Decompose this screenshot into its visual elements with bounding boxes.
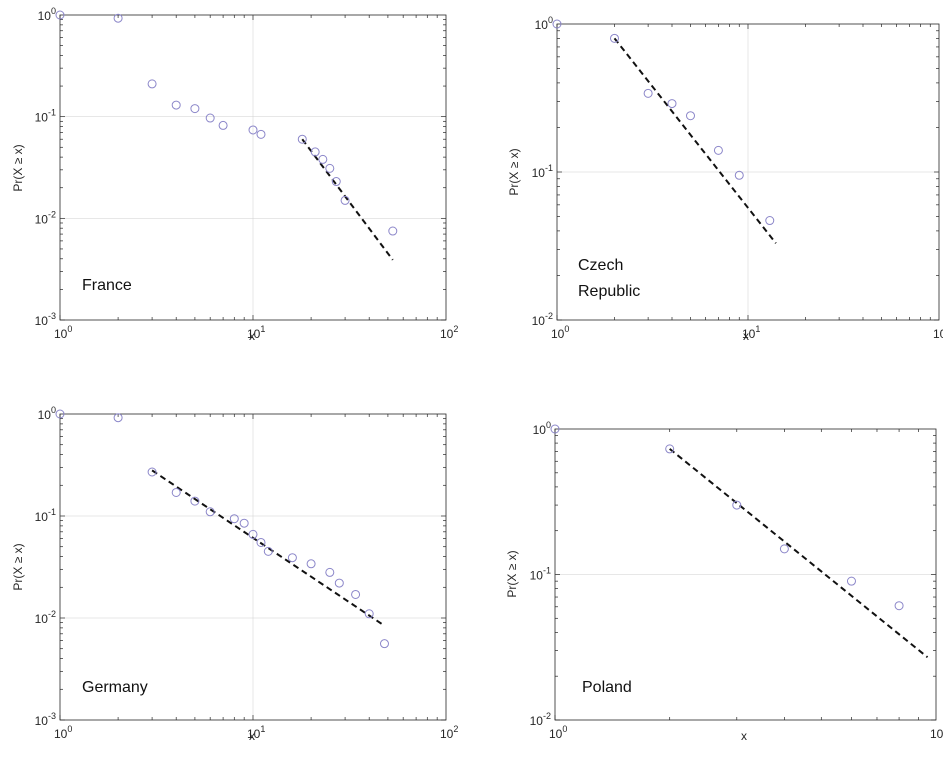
data-point xyxy=(734,170,744,180)
data-point xyxy=(263,546,273,556)
data-point xyxy=(218,120,228,130)
country-label: France xyxy=(82,277,132,294)
y-tick-label: 10-3 xyxy=(35,711,56,728)
data-point xyxy=(331,177,341,187)
data-point xyxy=(732,500,742,510)
data-point xyxy=(779,544,789,554)
panel-3: 100 101 102 10-3 10-2 10-1 100 x Pr(X ≥ x) German… xyxy=(11,405,458,743)
y-tick-label: 10-1 xyxy=(532,163,553,180)
y-tick-label: 100 xyxy=(38,405,56,422)
y-tick-label: 10-1 xyxy=(35,108,56,125)
data-point xyxy=(643,88,653,98)
data-point xyxy=(713,145,723,155)
data-point xyxy=(894,601,904,611)
x-axis-label: x xyxy=(249,729,255,743)
data-point xyxy=(665,444,675,454)
data-point xyxy=(364,609,374,619)
x-tick-label: 101 xyxy=(930,724,943,741)
data-point xyxy=(310,147,320,157)
data-point xyxy=(334,578,344,588)
data-point xyxy=(171,100,181,110)
data-point xyxy=(171,487,181,497)
fit-line xyxy=(301,138,394,261)
fit-line xyxy=(151,469,386,627)
data-point xyxy=(351,589,361,599)
x-tick-label: 100 xyxy=(54,324,72,341)
data-point xyxy=(325,163,335,173)
data-point xyxy=(248,529,258,539)
data-point xyxy=(113,13,123,23)
data-point xyxy=(256,129,266,139)
country-label: Poland xyxy=(582,679,632,696)
y-tick-label: 10-2 xyxy=(35,209,56,226)
y-tick-label: 100 xyxy=(38,6,56,23)
data-point xyxy=(256,537,266,547)
y-axis-label: Pr(X ≥ x) xyxy=(505,550,519,597)
x-tick-label: 101 xyxy=(247,724,265,741)
data-point xyxy=(190,496,200,506)
y-axis-label: Pr(X ≥ x) xyxy=(507,148,521,195)
x-tick-label: 102 xyxy=(440,724,458,741)
data-point xyxy=(379,639,389,649)
x-axis-label: x xyxy=(249,329,255,343)
y-tick-label: 100 xyxy=(535,15,553,32)
data-point xyxy=(229,514,239,524)
x-tick-label: 100 xyxy=(551,324,569,341)
x-tick-label: 102 xyxy=(933,324,943,341)
fit-line xyxy=(613,37,777,244)
data-point xyxy=(205,113,215,123)
panel-1: 100 101 102 10-3 10-2 10-1 100 x Pr(X ≥ x) France xyxy=(11,6,458,343)
data-point xyxy=(297,134,307,144)
panel-2: 100 101 102 10-2 10-1 100 x Pr(X ≥ x) CzechRepub… xyxy=(507,15,943,343)
data-point xyxy=(667,99,677,109)
y-tick-label: 100 xyxy=(533,420,551,437)
x-axis-label: x xyxy=(741,729,747,743)
data-point xyxy=(113,413,123,423)
data-point xyxy=(318,154,328,164)
country-label: Czech Republic xyxy=(578,257,640,300)
data-point xyxy=(248,125,258,135)
data-point xyxy=(239,518,249,528)
data-point xyxy=(205,507,215,517)
x-tick-label: 100 xyxy=(54,724,72,741)
x-tick-label: 100 xyxy=(549,724,567,741)
x-tick-label: 102 xyxy=(440,324,458,341)
data-point xyxy=(287,553,297,563)
data-point xyxy=(147,467,157,477)
data-point xyxy=(686,111,696,121)
data-point xyxy=(325,567,335,577)
y-tick-label: 10-1 xyxy=(35,507,56,524)
x-axis-label: x xyxy=(743,329,749,343)
y-tick-label: 10-3 xyxy=(35,311,56,328)
y-axis-label: Pr(X ≥ x) xyxy=(11,543,25,590)
x-tick-label: 101 xyxy=(742,324,760,341)
data-point xyxy=(550,424,560,434)
data-point xyxy=(340,195,350,205)
data-point xyxy=(55,409,65,419)
y-tick-label: 10-2 xyxy=(530,711,551,728)
fit-line xyxy=(669,448,929,659)
y-tick-label: 10-2 xyxy=(35,609,56,626)
country-label: Germany xyxy=(82,679,148,696)
data-point xyxy=(190,104,200,114)
y-axis-label: Pr(X ≥ x) xyxy=(11,144,25,191)
data-point xyxy=(306,559,316,569)
y-tick-label: 10-1 xyxy=(530,566,551,583)
data-point xyxy=(552,19,562,29)
data-point xyxy=(55,10,65,20)
panel-4: 100 101 10-2 10-1 100 x Pr(X ≥ x) Poland xyxy=(505,420,943,743)
data-point xyxy=(765,216,775,226)
data-point xyxy=(388,226,398,236)
data-point xyxy=(846,576,856,586)
x-tick-label: 101 xyxy=(247,324,265,341)
data-point xyxy=(609,33,619,43)
y-tick-label: 10-2 xyxy=(532,311,553,328)
data-point xyxy=(147,79,157,89)
